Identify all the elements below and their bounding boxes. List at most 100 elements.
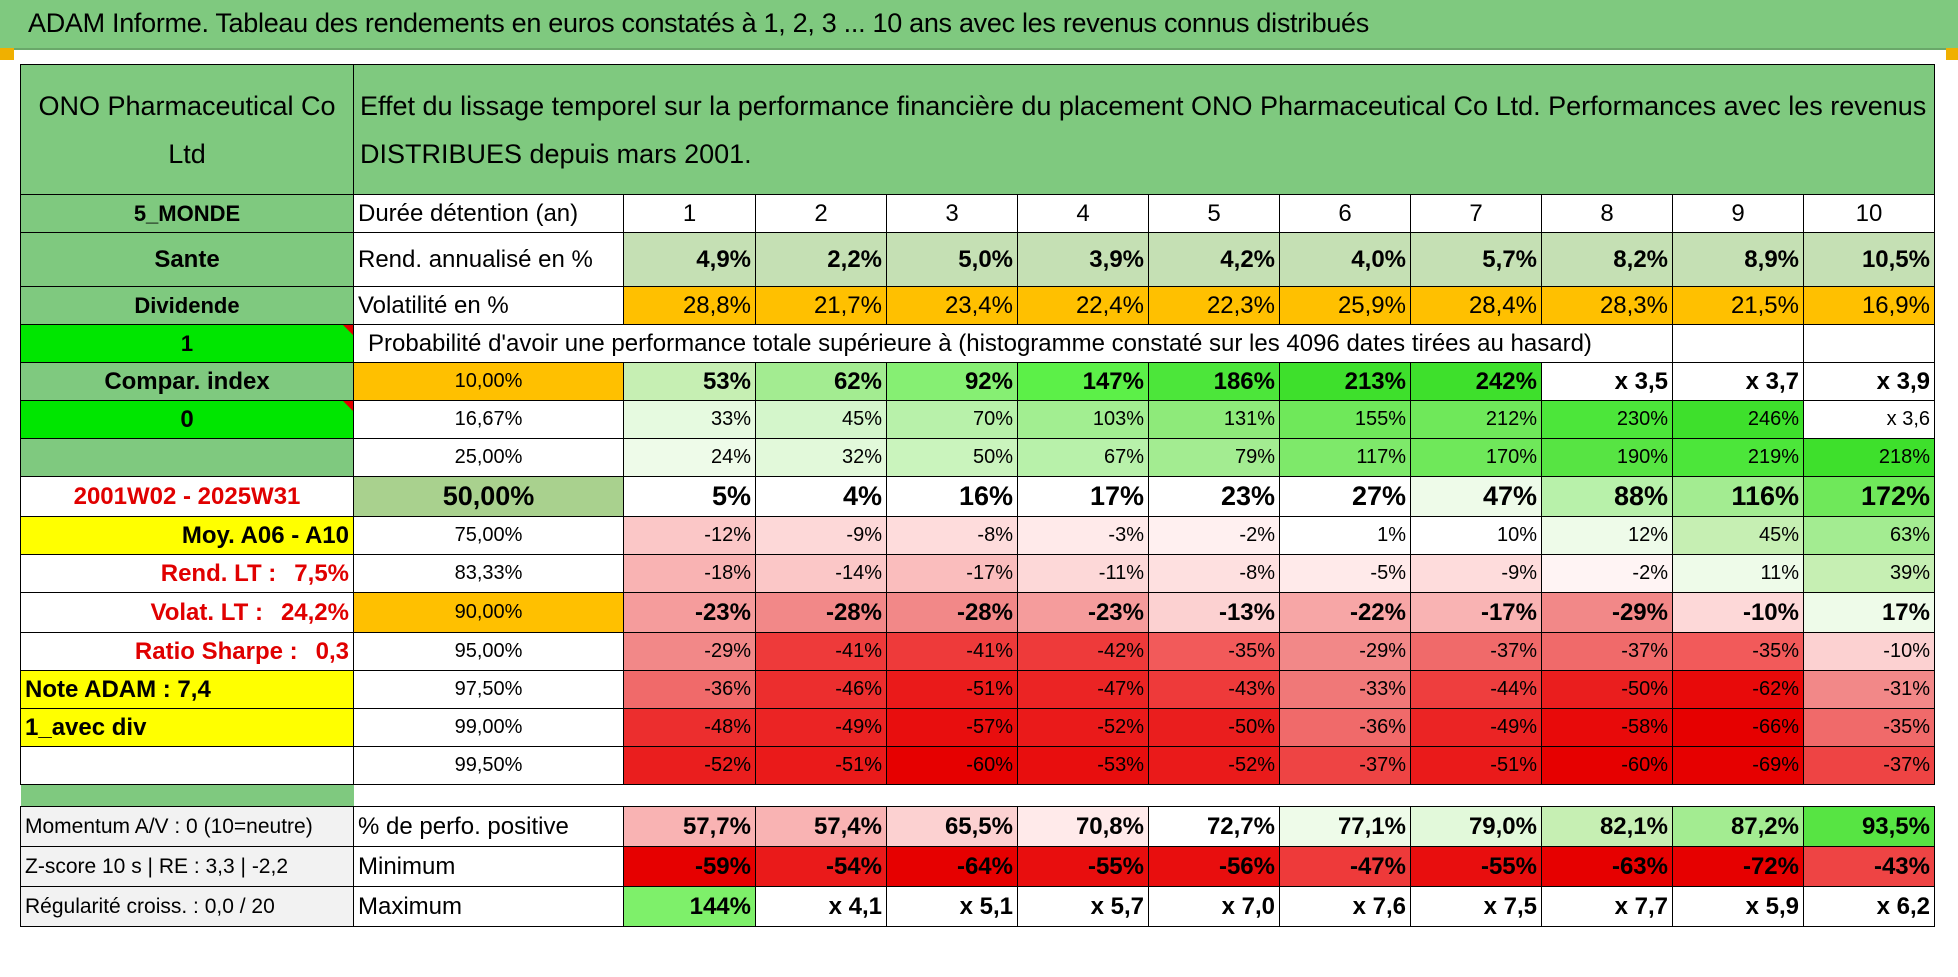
quantile-value: 117% <box>1279 438 1411 477</box>
quantile-value: 4% <box>755 476 887 517</box>
volat-value: 22,4% <box>1017 286 1149 325</box>
avec-div-label: 1_avec div <box>20 708 354 747</box>
quantile-value: 155% <box>1279 400 1411 439</box>
quantile-row: Rend. LT :7,5% 83,33% -18% -14% -17% -11% -8% -… <box>20 554 1935 593</box>
volat-value: 28,4% <box>1410 286 1542 325</box>
quantile-value: 1% <box>1279 516 1411 555</box>
quantile-value: -2% <box>1541 554 1673 593</box>
volat-value: 25,9% <box>1279 286 1411 325</box>
maximum-value: x 7,0 <box>1148 886 1280 927</box>
quantile-value: -35% <box>1672 632 1804 671</box>
rend-value: 10,5% <box>1803 232 1935 287</box>
maximum-value: x 5,1 <box>886 886 1018 927</box>
quantile-value: 24% <box>623 438 756 477</box>
quantile-value: -57% <box>886 708 1018 747</box>
quantile-value: -36% <box>1279 708 1411 747</box>
header-row: ONO Pharmaceutical Co Ltd Effet du lissa… <box>20 64 1935 195</box>
quantile-value: 131% <box>1148 400 1280 439</box>
quantile-value: x 3,7 <box>1672 362 1804 401</box>
index-flag: 1 <box>20 324 354 363</box>
quantile-value: -18% <box>623 554 756 593</box>
momentum-label: Momentum A/V : 0 (10=neutre) <box>20 806 354 847</box>
quantile-value: 170% <box>1410 438 1542 477</box>
quantile-value: 70% <box>886 400 1018 439</box>
volat-lt-label: Volat. LT : <box>150 598 263 626</box>
quantile-value: 27% <box>1279 476 1411 517</box>
quantile-value: 190% <box>1541 438 1673 477</box>
quantile-row: 1_avec div 99,00% -48% -49% -57% -52% -50% -36%… <box>20 708 1935 747</box>
quantile-label: 99,00% <box>353 708 624 747</box>
quantile-label: 83,33% <box>353 554 624 593</box>
spacer-row <box>20 784 1935 807</box>
volat-lt: Volat. LT : 24,2% <box>20 592 354 633</box>
quantile-value: 12% <box>1541 516 1673 555</box>
quantile-value: 62% <box>755 362 887 401</box>
quantile-value: -3% <box>1017 516 1149 555</box>
volat-row: Dividende Volatilité en % 28,8% 21,7% 23,4… <box>20 286 1935 325</box>
positive-value: 57,4% <box>755 806 887 847</box>
corner-marker-right <box>1946 48 1958 60</box>
quantile-value: x 3,5 <box>1541 362 1673 401</box>
quantile-value: -22% <box>1279 592 1411 633</box>
quantile-value: -37% <box>1541 632 1673 671</box>
quantile-value: -52% <box>623 746 756 785</box>
quantile-label: 90,00% <box>353 592 624 633</box>
quantile-value: -51% <box>886 670 1018 709</box>
summary-row: Momentum A/V : 0 (10=neutre)% de perfo. … <box>20 806 1935 847</box>
year-header: 4 <box>1017 194 1149 233</box>
quantile-value: 147% <box>1017 362 1149 401</box>
company-name: ONO Pharmaceutical Co Ltd <box>20 64 354 195</box>
summary-row: Z-score 10 s | RE : 3,3 | -2,2 Minimum -59… <box>20 846 1935 887</box>
quantile-value: -12% <box>623 516 756 555</box>
year-header: 10 <box>1803 194 1935 233</box>
sharpe-ratio: Ratio Sharpe : 0,3 <box>20 632 354 671</box>
quantile-value: -41% <box>886 632 1018 671</box>
positive-value: 79,0% <box>1410 806 1542 847</box>
rend-row: Sante Rend. annualisé en % 4,9% 2,2% 5,0% 3… <box>20 232 1935 287</box>
quantile-value: 11% <box>1672 554 1804 593</box>
sector-label: Sante <box>20 232 354 287</box>
volat-value: 28,3% <box>1541 286 1673 325</box>
volat-value: 21,5% <box>1672 286 1804 325</box>
quantile-label: 50,00% <box>353 476 624 517</box>
quantile-value: -2% <box>1148 516 1280 555</box>
empty-side-cell <box>20 746 354 785</box>
quantile-value: -33% <box>1279 670 1411 709</box>
year-header: 8 <box>1541 194 1673 233</box>
minimum-value: -63% <box>1541 846 1673 887</box>
quantile-value: -14% <box>755 554 887 593</box>
positive-value: 82,1% <box>1541 806 1673 847</box>
quantile-value: -17% <box>1410 592 1542 633</box>
rend-value: 4,0% <box>1279 232 1411 287</box>
quantile-value: -17% <box>886 554 1018 593</box>
quantile-value: 63% <box>1803 516 1935 555</box>
quantile-value: -23% <box>1017 592 1149 633</box>
maximum-value: x 7,7 <box>1541 886 1673 927</box>
quantile-row: Moy. A06 - A10 75,00% -12% -9% -8% -3% -2% 1% 10… <box>20 516 1935 555</box>
spacer-green-cell <box>20 784 354 807</box>
volat-value: 21,7% <box>755 286 887 325</box>
minimum-value: -43% <box>1803 846 1935 887</box>
quantile-value: 172% <box>1803 476 1935 517</box>
quantile-value: -29% <box>1279 632 1411 671</box>
quantile-value: -8% <box>1148 554 1280 593</box>
quantile-value: 230% <box>1541 400 1673 439</box>
maximum-value: x 6,2 <box>1803 886 1935 927</box>
quantile-value: 67% <box>1017 438 1149 477</box>
rend-value: 3,9% <box>1017 232 1149 287</box>
quantile-value: 39% <box>1803 554 1935 593</box>
quantile-row: Note ADAM : 7,4 97,50% -36% -46% -51% -47% -43… <box>20 670 1935 709</box>
quantile-value: -46% <box>755 670 887 709</box>
quantile-value: -31% <box>1803 670 1935 709</box>
summary-row: Régularité croiss. : 0,0 / 20 Maximum 144%… <box>20 886 1935 927</box>
quantile-value: -23% <box>623 592 756 633</box>
positive-value: 93,5% <box>1803 806 1935 847</box>
quantile-value: 47% <box>1410 476 1542 517</box>
quantile-value: -50% <box>1148 708 1280 747</box>
quantile-value: -47% <box>1017 670 1149 709</box>
quantile-value: 219% <box>1672 438 1804 477</box>
positive-value: 70,8% <box>1017 806 1149 847</box>
quantile-value: -60% <box>886 746 1018 785</box>
quantile-value: 45% <box>1672 516 1804 555</box>
quantile-row: 25,00% 24% 32% 50% 67% 79% 117% 170% 190% 219% 218… <box>20 438 1935 477</box>
